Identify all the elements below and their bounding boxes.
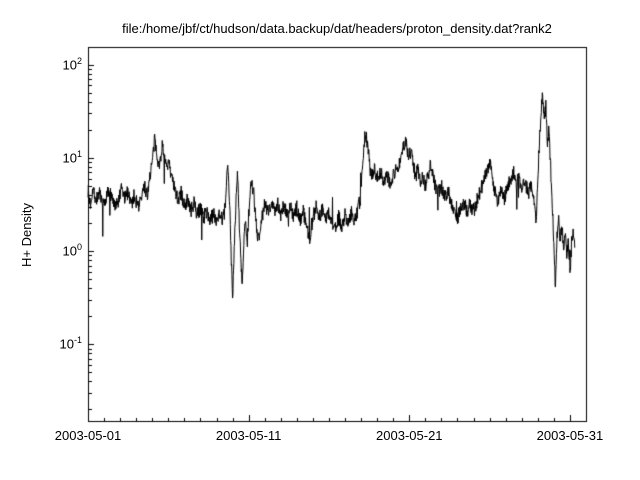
y-tick-label: 101 xyxy=(62,148,82,166)
y-axis-label: H+ Density xyxy=(19,203,34,267)
y-tick-label: 102 xyxy=(62,55,82,73)
x-tick-label: 2003-05-11 xyxy=(215,428,282,443)
x-tick-label: 2003-05-21 xyxy=(376,428,443,443)
y-tick-label: 100 xyxy=(62,242,82,259)
y-tick-label: 10-1 xyxy=(59,335,82,352)
x-tick-label: 2003-05-31 xyxy=(536,428,604,443)
plot-title: file:/home/jbf/ct/hudson/data.backup/dat… xyxy=(122,21,552,36)
x-tick-label: 2003-05-01 xyxy=(54,428,122,443)
